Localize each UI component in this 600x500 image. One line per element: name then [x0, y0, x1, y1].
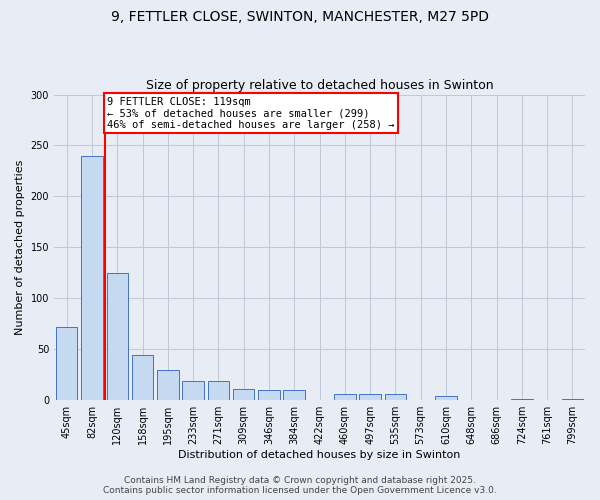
- Bar: [435, 396, 457, 400]
- Bar: [385, 394, 406, 400]
- Bar: [283, 390, 305, 400]
- Bar: [562, 399, 583, 400]
- Bar: [258, 390, 280, 400]
- Bar: [208, 381, 229, 400]
- Y-axis label: Number of detached properties: Number of detached properties: [15, 160, 25, 335]
- Bar: [182, 381, 204, 400]
- Title: Size of property relative to detached houses in Swinton: Size of property relative to detached ho…: [146, 79, 493, 92]
- Bar: [81, 156, 103, 400]
- Bar: [233, 389, 254, 400]
- Bar: [132, 356, 153, 400]
- Bar: [359, 394, 381, 400]
- X-axis label: Distribution of detached houses by size in Swinton: Distribution of detached houses by size …: [178, 450, 461, 460]
- Text: 9 FETTLER CLOSE: 119sqm
← 53% of detached houses are smaller (299)
46% of semi-d: 9 FETTLER CLOSE: 119sqm ← 53% of detache…: [107, 96, 395, 130]
- Bar: [511, 399, 533, 400]
- Bar: [56, 327, 77, 400]
- Bar: [334, 394, 356, 400]
- Text: Contains HM Land Registry data © Crown copyright and database right 2025.
Contai: Contains HM Land Registry data © Crown c…: [103, 476, 497, 495]
- Text: 9, FETTLER CLOSE, SWINTON, MANCHESTER, M27 5PD: 9, FETTLER CLOSE, SWINTON, MANCHESTER, M…: [111, 10, 489, 24]
- Bar: [107, 273, 128, 400]
- Bar: [157, 370, 179, 400]
